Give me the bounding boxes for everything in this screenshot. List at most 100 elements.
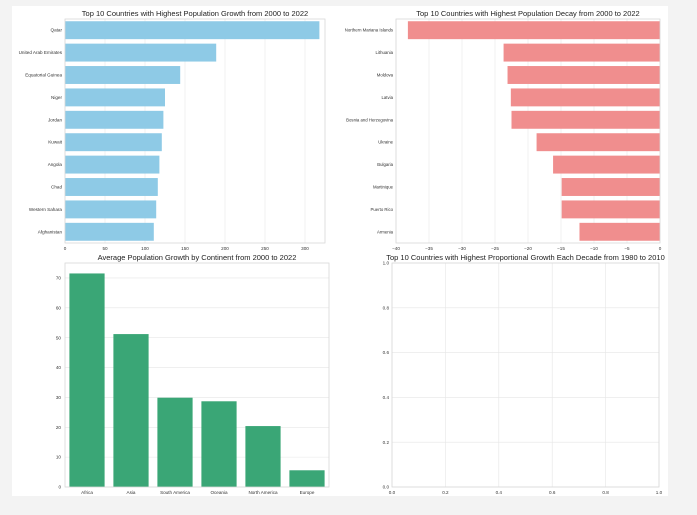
x-tick-label: −20	[524, 246, 532, 251]
y-tick-label: 50	[56, 335, 62, 340]
bar	[65, 21, 320, 40]
plot-frame	[391, 262, 660, 488]
y-tick-label: 60	[56, 305, 62, 310]
y-tick-label: Niger	[51, 95, 62, 100]
x-tick-label: Europe	[300, 490, 315, 495]
x-tick-label: −10	[590, 246, 598, 251]
bar	[579, 222, 660, 241]
bar	[65, 110, 164, 129]
x-tick-label: Oceania	[210, 490, 228, 495]
x-tick-label: Asia	[127, 490, 136, 495]
y-tick-label: 20	[56, 425, 62, 430]
chart-decay: −40 −35 −30 −25 −20 −15 −10 −5 0 Northern Mariana…	[345, 9, 662, 251]
x-tick-label: 150	[181, 246, 189, 251]
y-tick-label: Armenia	[377, 229, 394, 234]
bar	[65, 155, 160, 174]
y-tick-label: Northern Mariana Islands	[345, 28, 393, 33]
y-tick-label: Qatar	[51, 28, 63, 33]
y-tick-label: 0.2	[383, 440, 390, 445]
bar	[65, 222, 154, 241]
figure: 0 50 100 150 200 250 300 Qatar United Arab Emira…	[12, 6, 668, 496]
bar	[65, 133, 162, 152]
x-tick-label: 0.2	[442, 490, 449, 495]
y-tick-label: 0.6	[383, 350, 390, 355]
bar	[561, 200, 660, 219]
chart-title: Top 10 Countries with Highest Proportion…	[386, 253, 665, 262]
x-tick-label: 200	[221, 246, 229, 251]
y-tick-label: 10	[56, 455, 62, 460]
x-tick-label: 0	[64, 246, 67, 251]
y-tick-label: Jordan	[48, 117, 62, 122]
plot-frame	[64, 18, 326, 244]
x-tick-label: −30	[458, 246, 466, 251]
bar	[407, 21, 660, 40]
x-tick-label: 0.0	[389, 490, 396, 495]
y-tick-label: 0.8	[383, 305, 390, 310]
y-tick-label: Angola	[48, 162, 63, 167]
bar	[245, 426, 281, 487]
y-tick-label: Chad	[51, 185, 62, 190]
x-tick-label: 0.8	[602, 490, 609, 495]
y-tick-label: Martinique	[373, 185, 394, 190]
x-tick-label: 1.0	[656, 490, 663, 495]
plot-frame	[395, 18, 661, 244]
x-tick-label: 0.6	[549, 490, 556, 495]
x-tick-label: −40	[392, 246, 400, 251]
y-tick-label: Afghanistan	[38, 229, 63, 234]
bar	[65, 200, 157, 219]
x-tick-label: North America	[248, 490, 278, 495]
y-tick-label: 0	[58, 485, 61, 490]
bar	[201, 401, 237, 487]
y-tick-label: Lithuania	[376, 50, 394, 55]
chart-growth: 0 50 100 150 200 250 300 Qatar United Arab Emira…	[19, 9, 326, 251]
y-tick-label: 70	[56, 276, 62, 281]
x-tick-label: 300	[301, 246, 309, 251]
y-tick-label: 0.0	[383, 485, 390, 490]
chart-proportional-growth: 0.0 0.2 0.4 0.6 0.8 1.00.00.20.40.60.81.0Top …	[383, 253, 665, 495]
chart-continent: 0 10 20 30 40 50 60 70 Africa Asia South America Oc…	[56, 253, 330, 495]
bar	[113, 334, 149, 487]
x-tick-label: −25	[491, 246, 499, 251]
bar	[507, 66, 660, 84]
y-tick-label: Western Sahara	[29, 207, 63, 212]
x-tick-label: 50	[102, 246, 108, 251]
x-tick-label: 0	[659, 246, 662, 251]
y-tick-label: 1.0	[383, 261, 390, 266]
x-tick-label: South America	[160, 490, 190, 495]
y-tick-label: Bosnia and Herzegovina	[346, 117, 393, 122]
chart-title: Top 10 Countries with Highest Population…	[416, 9, 639, 18]
y-tick-label: Ukraine	[378, 140, 393, 145]
bar	[561, 178, 660, 196]
plot-frame	[64, 262, 330, 488]
chart-title: Average Population Growth by Continent f…	[98, 253, 297, 262]
chart-title: Top 10 Countries with Highest Population…	[82, 9, 308, 18]
x-tick-label: 100	[141, 246, 149, 251]
bar	[65, 66, 181, 84]
bar	[65, 88, 165, 107]
y-tick-label: United Arab Emirates	[19, 50, 63, 55]
bar	[511, 110, 660, 129]
bar	[65, 43, 217, 62]
x-tick-label: −15	[557, 246, 565, 251]
bar	[510, 88, 660, 107]
bar	[69, 273, 105, 487]
y-tick-label: Latvia	[382, 95, 394, 100]
y-tick-label: Puerto Rico	[371, 207, 394, 212]
bar	[157, 397, 193, 487]
x-tick-label: −5	[624, 246, 630, 251]
y-tick-label: Bulgaria	[377, 162, 393, 167]
bar	[536, 133, 660, 152]
y-tick-label: Equatorial Guinea	[25, 73, 62, 78]
x-tick-label: 250	[261, 246, 269, 251]
x-tick-label: 0.4	[496, 490, 503, 495]
bar	[289, 470, 325, 487]
bar	[65, 178, 158, 196]
y-tick-label: 0.4	[383, 395, 390, 400]
bar	[503, 43, 660, 62]
bar	[553, 155, 660, 174]
y-tick-label: 30	[56, 395, 62, 400]
y-tick-label: 40	[56, 365, 62, 370]
y-tick-label: Kuwait	[48, 140, 63, 145]
x-tick-label: −35	[425, 246, 433, 251]
